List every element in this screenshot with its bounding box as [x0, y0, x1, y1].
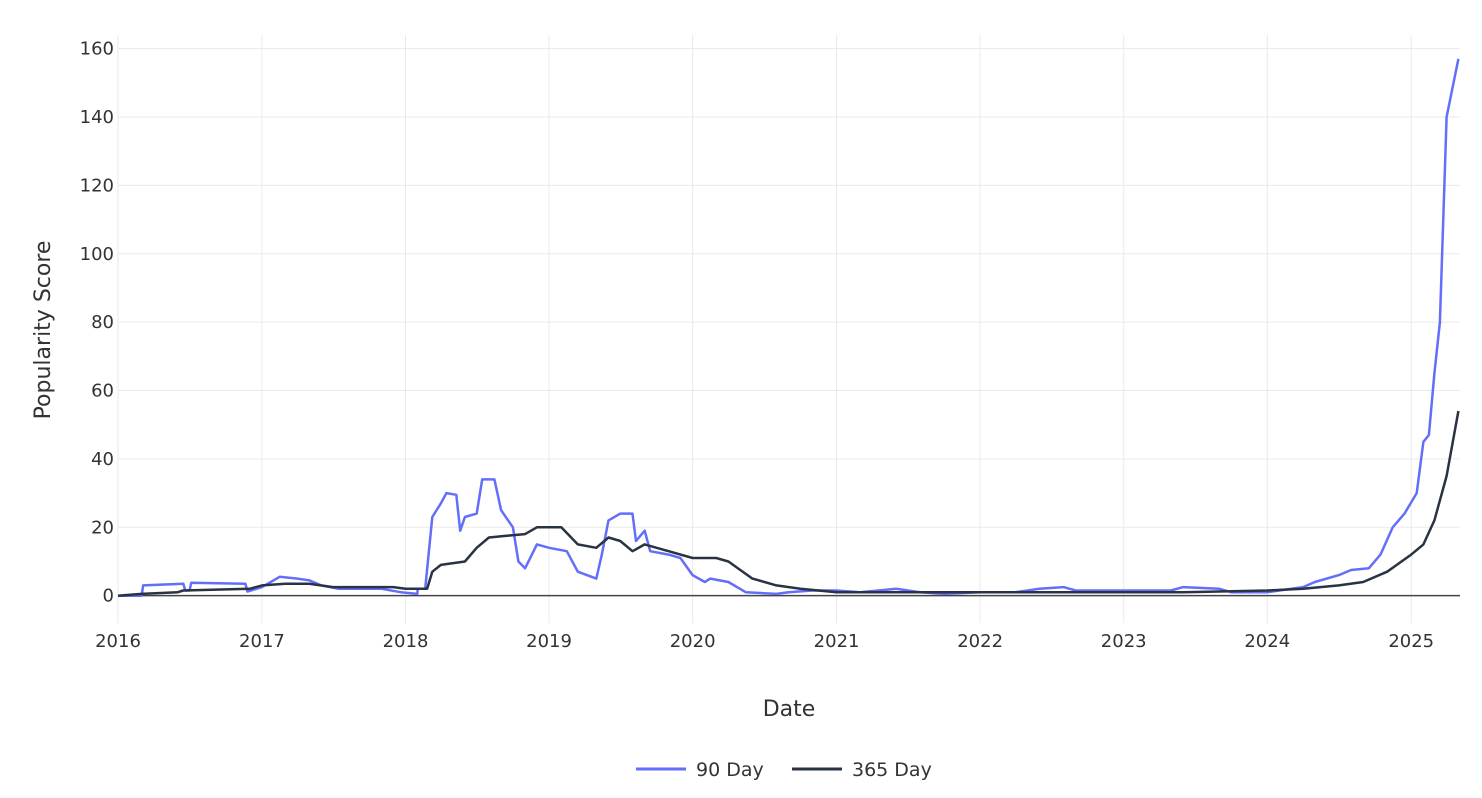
y-tick-label: 40	[91, 449, 114, 470]
x-tick-label: 2016	[95, 631, 141, 652]
x-tick-label: 2022	[957, 631, 1003, 652]
x-tick-label: 2023	[1101, 631, 1147, 652]
x-tick-label: 2021	[814, 631, 860, 652]
y-tick-label: 20	[91, 517, 114, 538]
y-axis-ticks: 0 20 40 60 80 100 120 140 160	[80, 39, 114, 607]
y-tick-label: 80	[91, 312, 114, 333]
series-group	[117, 58, 1460, 597]
x-tick-label: 2025	[1388, 631, 1434, 652]
legend-item-90-day[interactable]: 90 Day	[636, 759, 764, 781]
legend-item-365-day[interactable]: 365 Day	[792, 759, 932, 781]
x-tick-label: 2024	[1244, 631, 1290, 652]
x-tick-label: 2017	[239, 631, 285, 652]
y-axis-title: Popularity Score	[31, 241, 56, 420]
y-tick-label: 160	[80, 39, 114, 60]
x-tick-label: 2019	[526, 631, 572, 652]
y-tick-label: 100	[80, 244, 114, 265]
x-axis-title: Date	[763, 697, 816, 722]
legend-label: 365 Day	[852, 759, 932, 781]
x-axis-ticks: 2016 2017 2018 2019 2020 2021 2022 2023 2024 2025	[95, 631, 1434, 652]
legend[interactable]: 90 Day 365 Day	[636, 759, 932, 781]
series-line-365-day[interactable]	[117, 410, 1460, 597]
series-line-90-day[interactable]	[118, 58, 1460, 597]
x-tick-label: 2018	[383, 631, 429, 652]
legend-label: 90 Day	[696, 759, 764, 781]
grid	[117, 35, 1460, 623]
y-tick-label: 60	[91, 381, 114, 402]
y-tick-label: 120	[80, 175, 114, 196]
x-tick-label: 2020	[670, 631, 716, 652]
y-tick-label: 140	[80, 107, 114, 128]
y-tick-label: 0	[103, 586, 114, 607]
